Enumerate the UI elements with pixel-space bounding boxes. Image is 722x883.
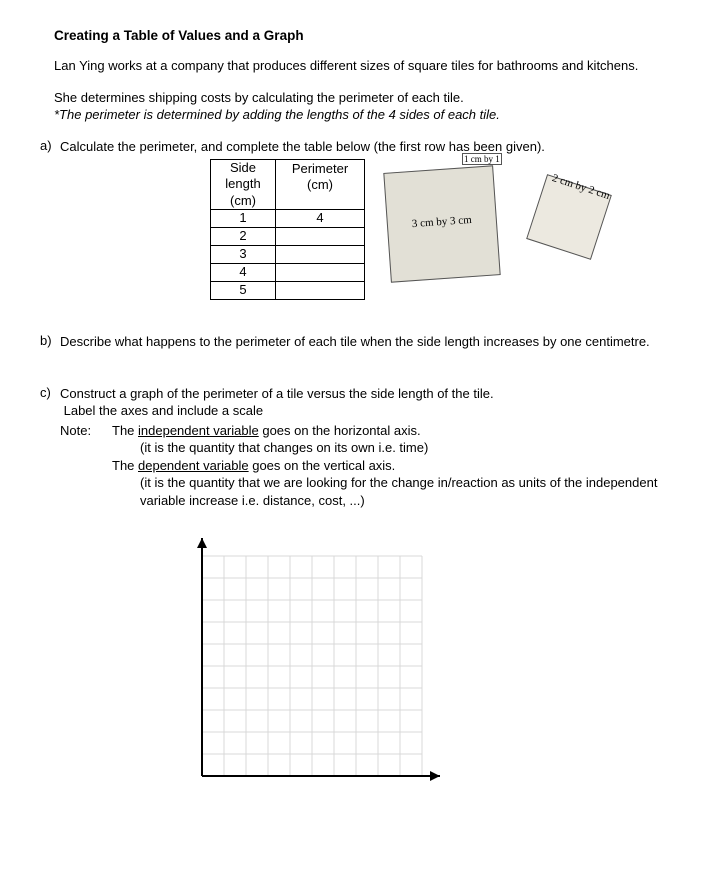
table-row: 2 xyxy=(211,227,365,245)
qa-marker: a) xyxy=(40,138,60,153)
qa-text: Calculate the perimeter, and complete th… xyxy=(60,138,680,156)
qc-line1: Construct a graph of the perimeter of a … xyxy=(60,385,680,403)
qc-line2: Label the axes and include a scale xyxy=(60,402,680,420)
col-header-perimeter: Perimeter (cm) xyxy=(276,160,365,210)
qb-text: Describe what happens to the perimeter o… xyxy=(60,333,680,351)
qc-note-4: (it is the quantity that we are looking … xyxy=(112,474,680,509)
table-row: 14 xyxy=(211,209,365,227)
qc-note-1: The independent variable goes on the hor… xyxy=(112,422,680,440)
blank-graph xyxy=(180,528,680,798)
qc-marker: c) xyxy=(40,385,60,400)
table-row: 4 xyxy=(211,263,365,281)
tile-3cm-label: 3 cm by 3 cm xyxy=(412,214,473,230)
values-table: Side length (cm) Perimeter (cm) 14 2 3 xyxy=(210,159,365,300)
graph-svg xyxy=(180,528,480,798)
qc-note: Note: The independent variable goes on t… xyxy=(60,422,680,510)
page-title: Creating a Table of Values and a Graph xyxy=(54,28,680,43)
intro-line-2b: *The perimeter is determined by adding t… xyxy=(54,107,500,122)
table-row: 3 xyxy=(211,245,365,263)
tile-3cm: 3 cm by 3 cm xyxy=(383,165,500,282)
qc-note-2: (it is the quantity that changes on its … xyxy=(112,439,680,457)
question-a: a) Calculate the perimeter, and complete… xyxy=(40,138,680,326)
qc-note-label: Note: xyxy=(60,422,112,440)
intro-paragraph-2: She determines shipping costs by calcula… xyxy=(54,89,680,124)
col-header-side: Side length (cm) xyxy=(211,160,276,210)
qb-marker: b) xyxy=(40,333,60,348)
question-b: b) Describe what happens to the perimete… xyxy=(40,333,680,351)
intro-line-2a: She determines shipping costs by calcula… xyxy=(54,90,464,105)
question-c: c) Construct a graph of the perimeter of… xyxy=(40,385,680,798)
worksheet-page: Creating a Table of Values and a Graph L… xyxy=(0,0,722,828)
table-row: 5 xyxy=(211,281,365,299)
values-table-wrap: Side length (cm) Perimeter (cm) 14 2 3 xyxy=(210,159,365,300)
tile-1cm-label: 1 cm by 1 xyxy=(462,153,502,165)
intro-paragraph-1: Lan Ying works at a company that produce… xyxy=(54,57,680,75)
tile-illustrations: 1 cm by 1 3 cm by 3 cm 2 cm by 2 cm xyxy=(365,155,680,325)
qc-note-3: The dependent variable goes on the verti… xyxy=(112,457,680,475)
